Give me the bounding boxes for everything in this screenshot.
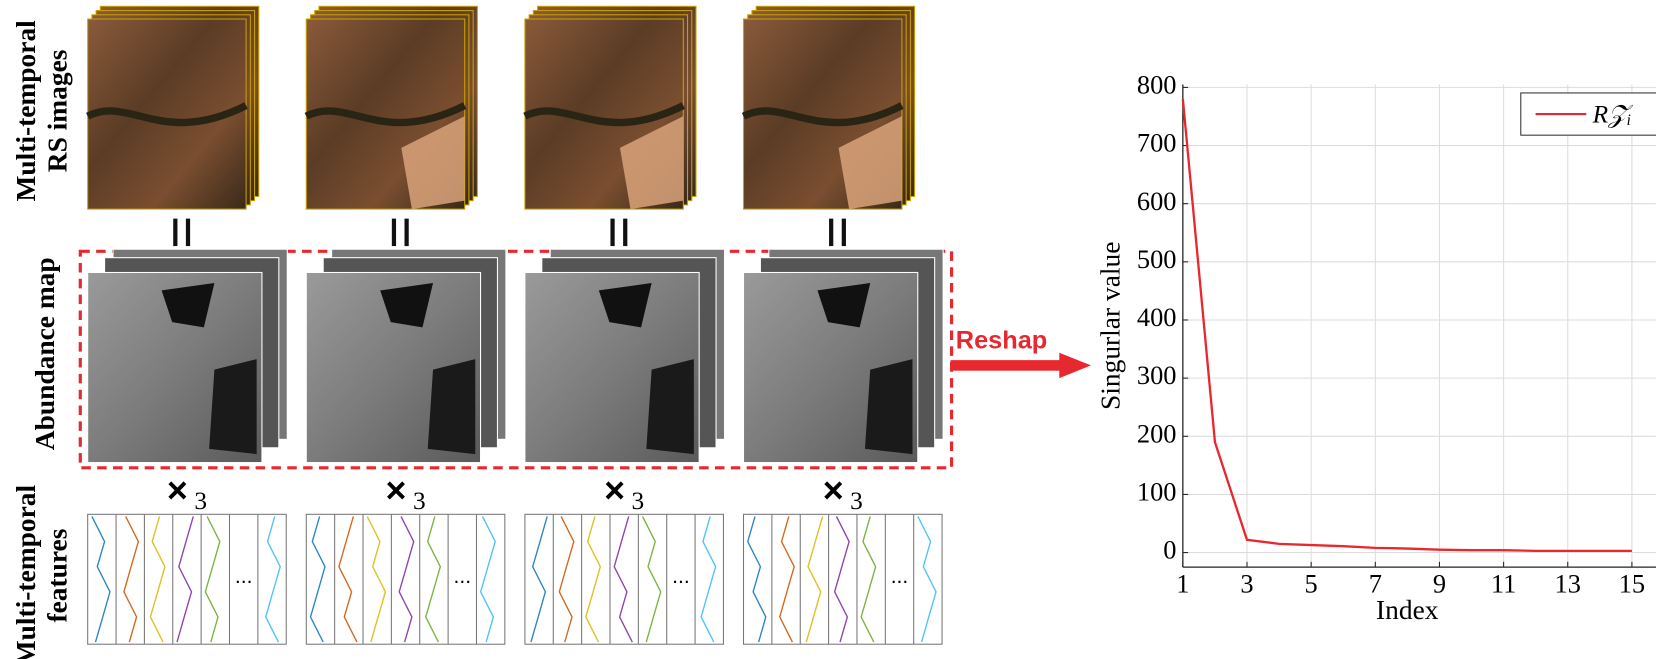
equals-bar	[610, 219, 614, 246]
equals-bar	[842, 219, 846, 246]
mode-index: 3	[632, 487, 645, 515]
arrow-label: Reshap	[956, 327, 1048, 355]
ellipsis: ...	[453, 565, 471, 588]
arrow-shaft	[951, 360, 1062, 371]
x-tick-label: 13	[1555, 568, 1581, 598]
y-tick-label: 500	[1137, 244, 1177, 274]
x-tick-label: 5	[1305, 568, 1318, 598]
arrow-head	[1059, 353, 1091, 378]
mode-index: 3	[850, 487, 863, 515]
ellipsis: ...	[672, 565, 690, 588]
y-tick-label: 800	[1137, 69, 1177, 99]
mode-product: ×	[604, 471, 625, 511]
y-tick-label: 300	[1137, 360, 1177, 390]
figure: Multi-temporalRS imagesAbundance mapMult…	[0, 0, 1656, 659]
y-tick-label: 400	[1137, 302, 1177, 332]
equals-bar	[392, 219, 396, 246]
equals-bar	[173, 219, 177, 246]
mode-product: ×	[167, 471, 188, 511]
y-tick-label: 200	[1137, 418, 1177, 448]
y-tick-label: 700	[1137, 128, 1177, 158]
row-label: RS images	[43, 50, 73, 173]
mode-product: ×	[385, 471, 406, 511]
y-axis-label: Singurlar value	[1095, 242, 1125, 410]
row-label: features	[43, 529, 73, 623]
dark-region	[865, 359, 913, 454]
equals-bar	[623, 219, 627, 246]
y-tick-label: 600	[1137, 186, 1177, 216]
y-tick-label: 100	[1137, 476, 1177, 506]
feature-panel	[306, 514, 505, 644]
row-label: Abundance map	[30, 257, 60, 450]
y-tick-label: 0	[1163, 535, 1176, 565]
row-label: Multi-temporal	[11, 485, 41, 659]
dark-region	[646, 359, 694, 454]
x-tick-label: 11	[1491, 568, 1516, 598]
x-tick-label: 3	[1240, 568, 1253, 598]
x-tick-label: 15	[1619, 568, 1645, 598]
dark-region	[428, 359, 476, 454]
x-axis-label: Index	[1376, 595, 1439, 625]
ellipsis: ...	[891, 565, 909, 588]
feature-panel	[88, 514, 287, 644]
feature-panel	[744, 514, 943, 644]
mode-product: ×	[823, 471, 844, 511]
mode-index: 3	[413, 487, 426, 515]
equals-bar	[186, 219, 190, 246]
row-label: Multi-temporal	[11, 20, 41, 202]
x-tick-label: 1	[1176, 568, 1189, 598]
mode-index: 3	[194, 487, 207, 515]
equals-bar	[829, 219, 833, 246]
legend-label: R𝒵ᵢ	[1592, 101, 1633, 129]
equals-bar	[405, 219, 409, 246]
dark-region	[209, 359, 257, 454]
ellipsis: ...	[235, 565, 253, 588]
